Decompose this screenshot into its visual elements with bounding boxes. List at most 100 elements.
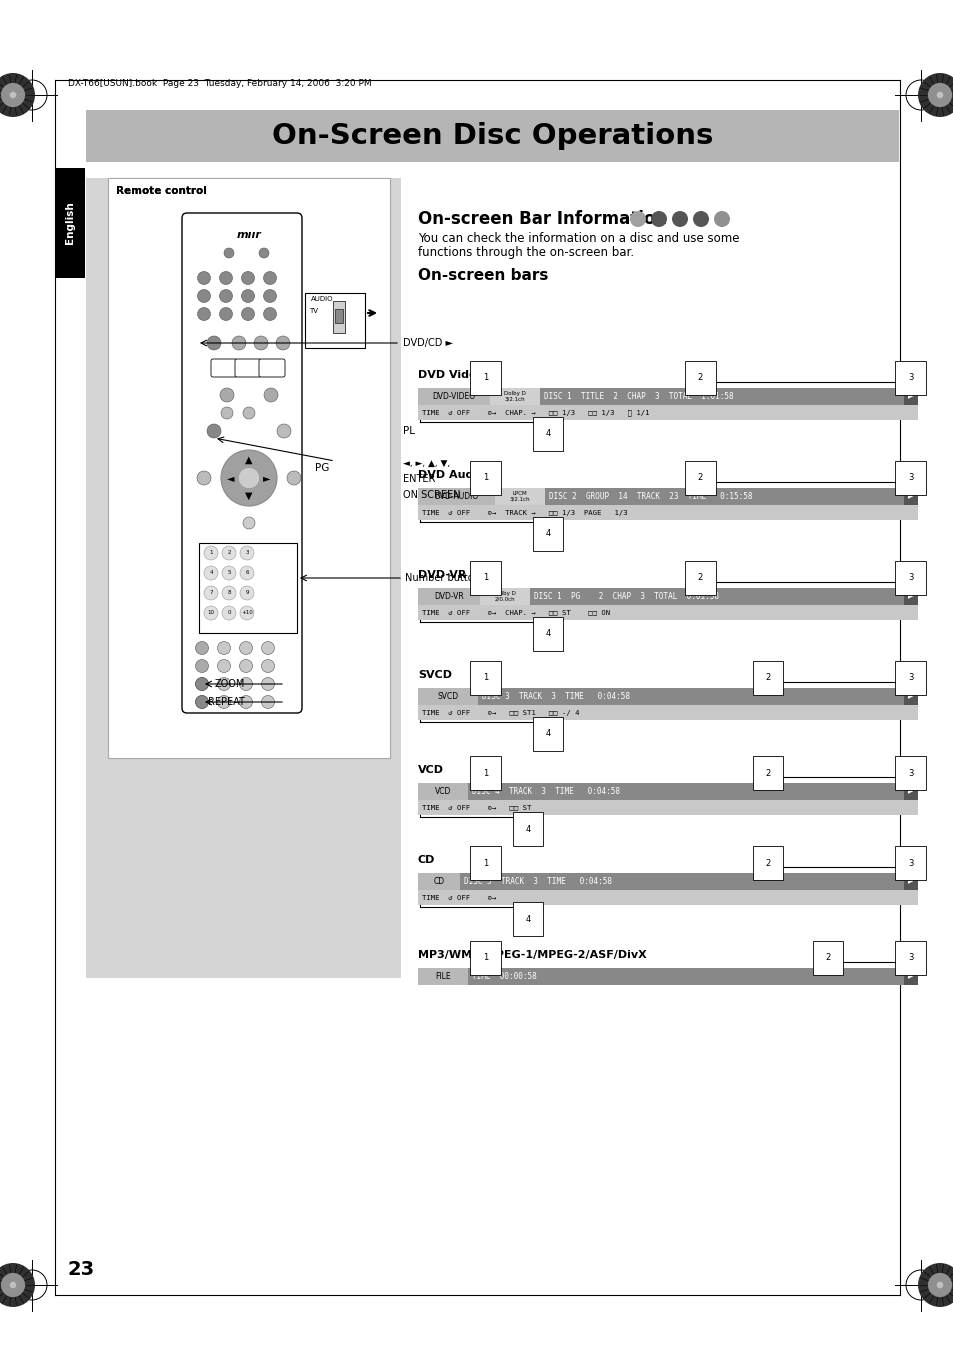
Text: 2: 2 [698, 473, 702, 482]
Circle shape [239, 696, 253, 708]
Text: DISC 1  PG    2  CHAP  3  TOTAL  0:01:58: DISC 1 PG 2 CHAP 3 TOTAL 0:01:58 [534, 592, 719, 601]
Text: 3: 3 [907, 858, 912, 867]
Text: 2: 2 [764, 858, 770, 867]
Bar [903, 688, 917, 705]
Text: TIME  ↺ OFF    ⊙→: TIME ↺ OFF ⊙→ [421, 894, 496, 901]
Text: 1: 1 [482, 674, 488, 682]
Circle shape [713, 211, 729, 227]
Bar [417, 800, 917, 815]
Bar [417, 688, 477, 705]
Circle shape [243, 517, 254, 530]
Text: DISC 4  TRACK  3  TIME   0:04:58: DISC 4 TRACK 3 TIME 0:04:58 [472, 788, 619, 796]
Circle shape [217, 677, 231, 690]
Circle shape [238, 467, 259, 489]
Bar [903, 873, 917, 890]
Text: DVD/CD ►: DVD/CD ► [402, 338, 453, 349]
Bar [417, 588, 479, 605]
Bar [108, 178, 390, 758]
Text: 3: 3 [907, 574, 912, 582]
Text: TIME  00:00:58: TIME 00:00:58 [472, 971, 537, 981]
Circle shape [240, 586, 253, 600]
Circle shape [222, 546, 235, 561]
Text: TIME  ↺ OFF    ⊙→  TRACK →   □□ 1/3  PAGE   1/3: TIME ↺ OFF ⊙→ TRACK → □□ 1/3 PAGE 1/3 [421, 509, 627, 516]
Circle shape [217, 659, 231, 673]
Text: DVD Audio: DVD Audio [417, 470, 484, 480]
Text: 7: 7 [209, 590, 213, 596]
Text: 3: 3 [907, 769, 912, 777]
Bar [86, 109, 898, 162]
Bar [417, 969, 917, 985]
Text: TV: TV [309, 308, 317, 313]
Text: ►: ► [263, 473, 271, 484]
Text: On-Screen Disc Operations: On-Screen Disc Operations [272, 122, 713, 150]
Circle shape [10, 92, 16, 99]
Circle shape [264, 388, 277, 403]
Circle shape [221, 450, 276, 507]
Text: TIME  ↺ OFF    ⊙→   □□ ST: TIME ↺ OFF ⊙→ □□ ST [421, 804, 531, 811]
Text: ▼: ▼ [245, 492, 253, 501]
Circle shape [204, 546, 218, 561]
Circle shape [629, 211, 645, 227]
Text: TIME  ↺ OFF    ⊙→  CHAP. →   □□ ST    □□ ON: TIME ↺ OFF ⊙→ CHAP. → □□ ST □□ ON [421, 609, 610, 616]
Text: ◄: ◄ [227, 473, 234, 484]
Bar [333, 301, 345, 332]
Text: 2: 2 [824, 954, 830, 962]
Text: TIME  ↺ OFF    ⊙→  CHAP. →   □□ 1/3   □□ 1/3   ␀ 1/1: TIME ↺ OFF ⊙→ CHAP. → □□ 1/3 □□ 1/3 ␀ 1/… [421, 409, 649, 416]
Circle shape [263, 308, 276, 320]
Bar [417, 784, 917, 800]
Circle shape [261, 677, 274, 690]
Circle shape [927, 1273, 951, 1297]
Circle shape [241, 308, 254, 320]
Text: 6: 6 [245, 570, 249, 576]
Circle shape [207, 336, 221, 350]
Text: 3: 3 [907, 373, 912, 382]
Text: DISC 1  TITLE  2  CHAP  3  TOTAL  1:01:58: DISC 1 TITLE 2 CHAP 3 TOTAL 1:01:58 [543, 392, 733, 401]
Text: 4: 4 [545, 630, 550, 639]
Text: ▶: ▶ [907, 593, 913, 600]
Circle shape [258, 249, 269, 258]
Text: DVD-VR: DVD-VR [434, 592, 463, 601]
Text: 4: 4 [209, 570, 213, 576]
Text: 5: 5 [227, 570, 231, 576]
Text: AUDIO: AUDIO [311, 296, 334, 303]
Circle shape [222, 566, 235, 580]
Bar [903, 588, 917, 605]
Text: 9: 9 [245, 590, 249, 596]
Text: DVD Video: DVD Video [417, 370, 483, 380]
Circle shape [243, 407, 254, 419]
Text: ▶: ▶ [907, 393, 913, 400]
Circle shape [240, 566, 253, 580]
Circle shape [263, 272, 276, 285]
Text: ENTER: ENTER [402, 474, 435, 484]
Circle shape [204, 607, 218, 620]
Bar [490, 388, 539, 405]
Text: VCD: VCD [435, 788, 451, 796]
Text: 1: 1 [482, 954, 488, 962]
Text: 4: 4 [545, 430, 550, 439]
Text: ▶: ▶ [907, 693, 913, 700]
Bar [417, 969, 468, 985]
Text: 1: 1 [482, 473, 488, 482]
Circle shape [204, 566, 218, 580]
Text: 4: 4 [525, 915, 530, 924]
Text: 0: 0 [227, 611, 231, 616]
FancyBboxPatch shape [258, 359, 285, 377]
Circle shape [204, 586, 218, 600]
Text: 1: 1 [209, 550, 213, 555]
Circle shape [224, 249, 233, 258]
Text: 8: 8 [227, 590, 231, 596]
Circle shape [195, 696, 209, 708]
Text: DVD-VR: DVD-VR [417, 570, 466, 580]
Bar [417, 873, 459, 890]
Circle shape [936, 92, 943, 99]
Text: 23: 23 [68, 1260, 95, 1279]
Circle shape [917, 1263, 953, 1306]
Circle shape [195, 677, 209, 690]
Text: CD: CD [417, 855, 435, 865]
FancyBboxPatch shape [234, 359, 261, 377]
Bar [417, 588, 917, 605]
Circle shape [692, 211, 708, 227]
Circle shape [239, 642, 253, 654]
Circle shape [261, 642, 274, 654]
Circle shape [0, 1263, 35, 1306]
